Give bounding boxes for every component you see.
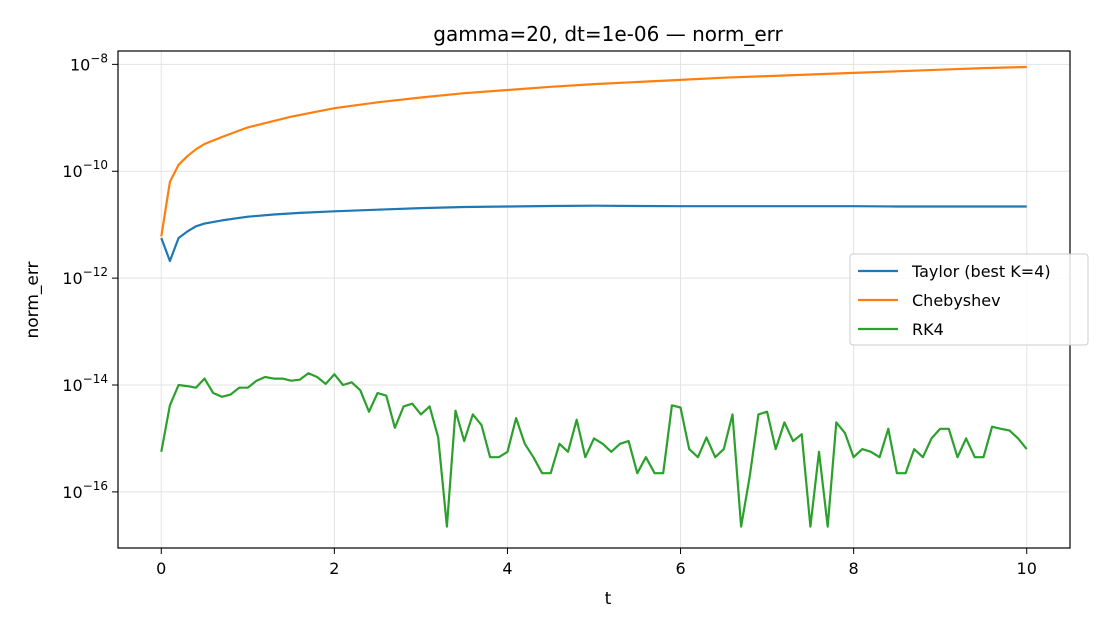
x-tick-label: 10 bbox=[1017, 559, 1037, 578]
y-tick-label: 10−10 bbox=[62, 158, 108, 181]
series-line-taylor-best-k-4 bbox=[160, 204, 1027, 263]
y-tick-label: 10−8 bbox=[70, 51, 108, 74]
legend-label: Taylor (best K=4) bbox=[911, 262, 1051, 281]
series-line-chebyshev bbox=[160, 65, 1027, 237]
x-tick-label: 2 bbox=[329, 559, 339, 578]
y-axis-label: norm_err bbox=[23, 261, 43, 338]
y-tick-label: 10−12 bbox=[62, 265, 108, 288]
legend-box bbox=[849, 253, 1089, 346]
chart-title: gamma=20, dt=1e-06 — norm_err bbox=[433, 22, 783, 46]
legend-label: Chebyshev bbox=[912, 291, 1001, 310]
x-tick-label: 4 bbox=[502, 559, 512, 578]
y-tick-label: 10−14 bbox=[62, 372, 108, 395]
x-tick-label: 6 bbox=[675, 559, 685, 578]
x-tick-label: 0 bbox=[156, 559, 166, 578]
y-tick-label: 10−16 bbox=[62, 479, 108, 502]
axis-ticks: 0 2 4 6 8 10 10−16 10−14 10−12 10−10 10−8 bbox=[62, 51, 1037, 578]
legend-label: RK4 bbox=[912, 320, 944, 339]
x-tick-label: 8 bbox=[849, 559, 859, 578]
x-axis-label: t bbox=[605, 589, 612, 609]
legend: Taylor (best K=4) Chebyshev RK4 bbox=[849, 253, 1089, 346]
series-line-rk4 bbox=[160, 372, 1028, 528]
series-lines bbox=[160, 65, 1028, 528]
